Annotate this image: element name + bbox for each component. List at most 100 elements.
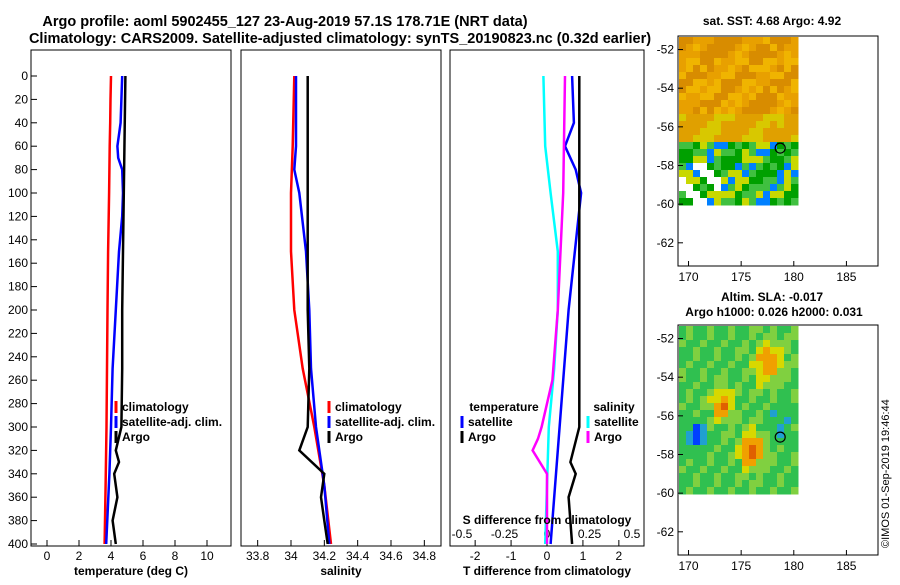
depth-tick-label: 280 [8, 397, 28, 411]
field-cell [763, 473, 771, 481]
field-cell [763, 114, 771, 122]
field-cell [756, 114, 764, 122]
field-cell [735, 452, 743, 460]
field-cell [756, 51, 764, 59]
field-cell [749, 459, 757, 467]
field-cell [700, 114, 708, 122]
field-cell [721, 107, 729, 115]
field-cell [749, 410, 757, 418]
field-cell [791, 44, 799, 52]
field-cell [749, 86, 757, 94]
field-cell [721, 114, 729, 122]
depth-tick-label: 200 [8, 303, 28, 317]
field-cell [721, 79, 729, 87]
field-cell [721, 86, 729, 94]
field-cell [756, 177, 764, 185]
field-cell [742, 156, 750, 164]
field-cell [686, 93, 694, 101]
field-cell [714, 340, 722, 348]
field-cell [693, 340, 701, 348]
field-cell [679, 389, 687, 397]
field-cell [700, 389, 708, 397]
field-cell [770, 149, 778, 157]
field-cell [721, 65, 729, 73]
field-cell [728, 72, 736, 80]
legend-label-climatology: climatology [122, 400, 189, 414]
field-cell [700, 466, 708, 474]
legend-label-argo: Argo [122, 430, 150, 444]
field-cell [763, 135, 771, 143]
lon-tick-label: 180 [784, 559, 804, 573]
field-cell [679, 86, 687, 94]
field-cell [770, 114, 778, 122]
field-cell [749, 93, 757, 101]
x-tick-label: 34 [284, 549, 298, 563]
field-cell [714, 445, 722, 453]
field-cell [679, 382, 687, 390]
field-cell [784, 177, 792, 185]
field-cell [791, 347, 799, 355]
field-cell [686, 191, 694, 199]
field-cell [700, 382, 708, 390]
field-cell [791, 431, 799, 439]
field-cell [686, 361, 694, 369]
field-cell [770, 473, 778, 481]
field-cell [693, 191, 701, 199]
field-cell [700, 107, 708, 115]
field-cell [679, 51, 687, 59]
field-cell [763, 107, 771, 115]
lon-tick-label: 185 [836, 270, 856, 284]
field-cell [693, 403, 701, 411]
field-cell [700, 354, 708, 362]
field-cell [742, 135, 750, 143]
field-cell [742, 333, 750, 341]
field-cell [679, 142, 687, 150]
field-cell [791, 452, 799, 460]
field-cell [770, 389, 778, 397]
field-cell [707, 487, 715, 495]
field-cell [686, 452, 694, 460]
field-cell [735, 368, 743, 376]
field-cell [756, 410, 764, 418]
field-cell [686, 389, 694, 397]
field-cell [728, 142, 736, 150]
field-cell [791, 142, 799, 150]
depth-tick-label: 0 [21, 69, 28, 83]
field-cell [770, 198, 778, 206]
field-cell [735, 361, 743, 369]
field-cell [791, 79, 799, 87]
field-cell [686, 170, 694, 178]
field-cell [735, 107, 743, 115]
field-cell [679, 121, 687, 129]
field-cell [721, 198, 729, 206]
field-cell [686, 375, 694, 383]
field-cell [784, 72, 792, 80]
field-cell [784, 487, 792, 495]
field-cell [770, 184, 778, 192]
field-cell [770, 466, 778, 474]
legend-title-temperature: temperature [469, 400, 539, 414]
field-cell [763, 93, 771, 101]
field-cell [686, 156, 694, 164]
field-cell [707, 121, 715, 129]
field-cell [763, 487, 771, 495]
field-cell [784, 459, 792, 467]
field-cell [742, 163, 750, 171]
field-cell [742, 417, 750, 425]
lat-tick-label: -52 [657, 332, 675, 346]
field-cell [714, 121, 722, 129]
temperature-legend: climatology satellite-adj. clim. Argo [114, 400, 222, 444]
field-cell [791, 480, 799, 488]
field-cell [728, 361, 736, 369]
field-cell [763, 163, 771, 171]
field-cell [770, 459, 778, 467]
field-cell [707, 191, 715, 199]
field-cell [735, 431, 743, 439]
field-cell [770, 326, 778, 334]
field-cell [728, 198, 736, 206]
field-cell [777, 142, 785, 150]
field-cell [693, 142, 701, 150]
depth-tick-label: 320 [8, 443, 28, 457]
field-cell [714, 58, 722, 66]
field-cell [763, 142, 771, 150]
